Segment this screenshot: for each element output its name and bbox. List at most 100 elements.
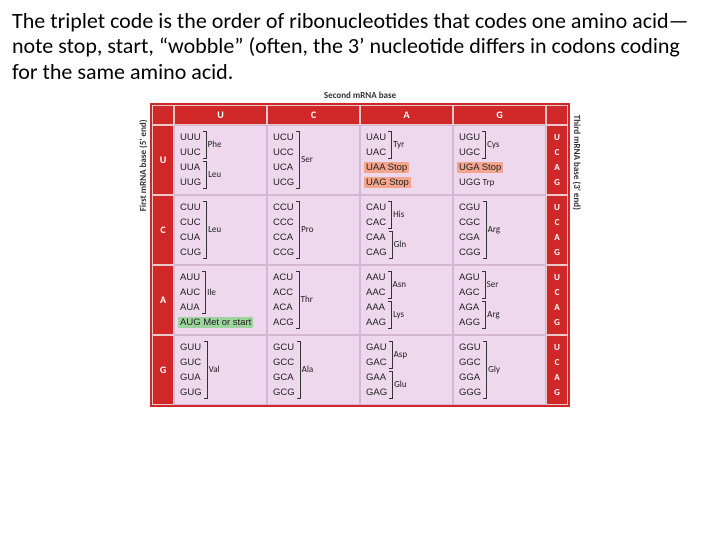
codon: UAG Stop bbox=[364, 177, 411, 188]
row-header: A bbox=[152, 265, 174, 335]
codon-cell: UGUUGCCysUGA StopUGGTrp bbox=[453, 125, 546, 195]
codon-cell: UAU UAC Tyr UAA Stop UAG Stop bbox=[360, 125, 453, 195]
amino-acid-label: Thr bbox=[301, 294, 313, 305]
codon: AGC bbox=[457, 287, 482, 298]
codon: GAA bbox=[364, 372, 388, 383]
codon: AAG bbox=[364, 317, 388, 328]
codon: GCC bbox=[271, 357, 296, 368]
right-header: UCAG bbox=[546, 195, 568, 265]
codon: GCA bbox=[271, 372, 296, 383]
codon: CCG bbox=[271, 247, 296, 258]
top-axis-title: Second mRNA base bbox=[150, 90, 570, 101]
codon-cell: CGUCGCCGACGGArg bbox=[453, 195, 546, 265]
amino-acid-label: Ala bbox=[302, 364, 314, 375]
amino-acid-label: His bbox=[393, 209, 404, 220]
codon-cell: UCUUCCUCAUCGSer bbox=[267, 125, 360, 195]
amino-acid-label: Ile bbox=[207, 287, 216, 298]
codon-chart: Second mRNA base First mRNA base (5' end… bbox=[150, 90, 570, 407]
right-axis-title: Third mRNA base (3' end) bbox=[571, 115, 582, 210]
codon-cell: ACU ACC ACA ACG Thr bbox=[267, 265, 360, 335]
codon: UCC bbox=[271, 147, 296, 158]
codon: CAA bbox=[364, 232, 388, 243]
row-header: C bbox=[152, 195, 174, 265]
amino-acid-label: Leu bbox=[208, 169, 221, 180]
amino-acid-label: Ser bbox=[487, 279, 499, 290]
codon: GCU bbox=[271, 342, 296, 353]
codon: AUU bbox=[178, 272, 202, 283]
amino-acid-label: Ser bbox=[301, 154, 313, 165]
codon: ACC bbox=[271, 287, 295, 298]
col-header: C bbox=[267, 105, 360, 125]
codon-cell: CUU CUC CUA CUG Leu bbox=[174, 195, 267, 265]
codon: AAC bbox=[364, 287, 388, 298]
amino-acid-label: Glu bbox=[394, 379, 406, 390]
codon-cell: CCU CCC CCA CCG Pro bbox=[267, 195, 360, 265]
amino-acid-label: Phe bbox=[208, 139, 222, 150]
codon: CUC bbox=[178, 217, 203, 228]
codon: CUG bbox=[178, 247, 203, 258]
codon: GGA bbox=[457, 372, 482, 383]
codon: UAU bbox=[364, 132, 388, 143]
codon: CAG bbox=[364, 247, 389, 258]
codon: ACA bbox=[271, 302, 295, 313]
codon: AUA bbox=[178, 302, 202, 313]
codon: CCA bbox=[271, 232, 295, 243]
codon: AAU bbox=[364, 272, 388, 283]
amino-acid-label: Val bbox=[209, 364, 220, 375]
codon: GGC bbox=[457, 357, 483, 368]
codon: GAU bbox=[364, 342, 389, 353]
codon: GCG bbox=[271, 387, 297, 398]
amino-acid-label: Asp bbox=[394, 349, 407, 360]
amino-acid-label: Gln bbox=[394, 239, 406, 250]
codon-cell: AGUAGCSerAGAAGGArg bbox=[453, 265, 546, 335]
codon: AUG Met or start bbox=[178, 317, 253, 328]
codon: ACG bbox=[271, 317, 296, 328]
amino-acid-label: Lys bbox=[393, 309, 404, 320]
row-header: G bbox=[152, 335, 174, 405]
codon-cell: CAUCACHisCAACAGGln bbox=[360, 195, 453, 265]
codon: GUC bbox=[178, 357, 203, 368]
codon: ACU bbox=[271, 272, 295, 283]
codon: UUA bbox=[178, 162, 202, 173]
codon: CGU bbox=[457, 202, 482, 213]
codon: UCG bbox=[271, 177, 296, 188]
codon: CGA bbox=[457, 232, 482, 243]
amino-acid-label: Asn bbox=[393, 279, 406, 290]
codon: AGA bbox=[457, 302, 481, 313]
codon: GUU bbox=[178, 342, 203, 353]
codon: AAA bbox=[364, 302, 387, 313]
codon-cell: GCU GCC GCA GCG Ala bbox=[267, 335, 360, 405]
codon: UCU bbox=[271, 132, 296, 143]
amino-acid-label: Pro bbox=[301, 224, 313, 235]
codon-cell: GUU GUC GUA GUG Val bbox=[174, 335, 267, 405]
left-axis-title: First mRNA base (5' end) bbox=[138, 120, 149, 212]
codon: UAA Stop bbox=[364, 162, 409, 173]
codon: AGU bbox=[457, 272, 482, 283]
right-header: UCAG bbox=[546, 125, 568, 195]
codon: UGU bbox=[457, 132, 482, 143]
codon: GUG bbox=[178, 387, 204, 398]
codon: GUA bbox=[178, 372, 203, 383]
amino-acid-label: Leu bbox=[208, 224, 221, 235]
amino-acid-label: Cys bbox=[487, 139, 499, 150]
codon-cell: AUUAUCAUAIleAUG Met or start bbox=[174, 265, 267, 335]
codon: GGG bbox=[457, 387, 483, 398]
codon: CUA bbox=[178, 232, 202, 243]
right-header: UCAG bbox=[546, 265, 568, 335]
codon: UAC bbox=[364, 147, 388, 158]
codon-cell: GGUGGCGGAGGGGly bbox=[453, 335, 546, 405]
amino-acid-label: Tyr bbox=[393, 139, 404, 150]
codon: UGG bbox=[457, 177, 483, 188]
codon: AGG bbox=[457, 317, 482, 328]
codon: GAC bbox=[364, 357, 389, 368]
codon: CUU bbox=[178, 202, 203, 213]
codon: CGG bbox=[457, 247, 483, 258]
intro-paragraph: The triplet code is the order of ribonuc… bbox=[12, 8, 708, 84]
amino-acid-label: Trp bbox=[483, 177, 495, 188]
codon: CCC bbox=[271, 217, 296, 228]
codon: UUG bbox=[178, 177, 203, 188]
codon-cell: GAUGACAspGAAGAGGlu bbox=[360, 335, 453, 405]
codon: GGU bbox=[457, 342, 483, 353]
codon: CCU bbox=[271, 202, 296, 213]
codon: CAU bbox=[364, 202, 388, 213]
